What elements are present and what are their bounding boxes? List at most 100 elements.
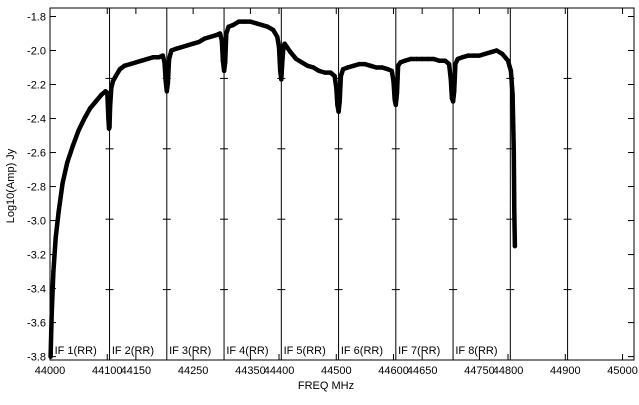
x-tick-label: 44600 [378,365,409,377]
data-point [106,116,111,121]
if-label: IF 4(RR) [226,345,268,357]
data-point [139,58,144,63]
data-point [508,68,514,74]
data-point [322,70,327,75]
data-point [156,55,161,60]
data-point [217,31,223,36]
data-point [179,44,184,50]
data-point [336,109,341,114]
data-point [431,56,436,62]
data-point [196,39,202,45]
data-point [414,56,419,62]
data-point [500,51,505,57]
data-point [284,44,290,50]
data-point [128,61,133,67]
x-tick-label: 44650 [407,365,438,377]
if-label: IF 2(RR) [112,345,154,357]
data-point [213,33,219,38]
data-point [259,22,264,28]
data-point [316,68,322,74]
x-tick-label: 44400 [264,365,295,377]
if-label: IF 6(RR) [341,345,383,357]
data-point [70,143,76,148]
data-point [109,85,114,91]
if-label: IF 1(RR) [55,345,97,357]
data-point [437,58,442,63]
data-point [425,56,431,62]
data-point [335,102,340,108]
if-label: IF 5(RR) [284,345,326,357]
data-point [76,128,81,133]
data-point [117,67,123,72]
data-point [362,61,368,67]
data-point [482,51,488,57]
data-point [110,78,116,84]
y-tick-label: -3.4 [27,284,46,296]
data-point [299,60,305,65]
data-point [173,46,179,51]
data-point [280,56,285,62]
data-point [169,48,174,53]
y-tick-label: -3.2 [27,250,46,262]
data-point [512,243,518,249]
data-point [219,38,224,43]
y-tick-label: -2.4 [27,114,46,126]
data-point [460,55,465,60]
y-tick-label: -3.6 [27,318,46,330]
x-tick-label: 44800 [493,365,524,377]
x-tick-label: 44100 [92,365,123,377]
x-tick-label: 44500 [321,365,352,377]
y-tick-label: -3.8 [27,352,46,364]
y-tick-label: -2.6 [27,148,46,160]
data-point [420,56,425,62]
data-point [389,68,394,74]
data-point [391,78,396,84]
data-point [368,63,373,68]
data-point [512,209,517,215]
data-point [160,53,165,58]
data-point [374,65,379,70]
data-point [305,63,310,68]
data-point [202,36,207,41]
data-point [379,65,385,70]
data-point [471,53,476,58]
x-tick-label: 44000 [35,365,66,377]
x-tick-label: 45000 [607,365,638,377]
data-point [60,180,65,186]
data-point [351,63,356,68]
data-point [51,269,56,274]
data-point [53,235,58,240]
data-point [278,68,283,74]
y-tick-label: -2.8 [27,182,46,194]
data-point [87,106,93,111]
data-point [442,58,448,63]
data-point [450,99,456,104]
data-point [271,27,276,33]
data-point [332,73,337,79]
data-point [113,73,119,79]
data-point [165,80,171,86]
x-tick-label: 44150 [121,365,152,377]
if-label: IF 7(RR) [398,345,440,357]
data-point [357,61,362,67]
y-tick-label: -2.2 [27,80,46,92]
data-point [65,160,70,165]
y-tick-label: -2.0 [27,46,46,58]
x-tick-label: 44750 [464,365,495,377]
data-point [275,34,280,40]
data-point [488,50,494,55]
spectrum-series [48,19,518,359]
if-labels: IF 1(RR) IF 2(RR) IF 3(RR) IF 4(RR) IF 5(RR)… [55,345,498,357]
data-point [107,124,112,130]
data-point [105,90,110,96]
data-point [340,67,346,72]
x-axis-label: FREQ MHz [298,380,354,392]
data-point [510,92,515,97]
data-point [452,89,457,94]
x-tick-label: 44900 [550,365,581,377]
data-point [345,65,350,70]
data-point [185,43,190,48]
if-label: IF 3(RR) [169,345,211,357]
data-point [99,92,104,97]
